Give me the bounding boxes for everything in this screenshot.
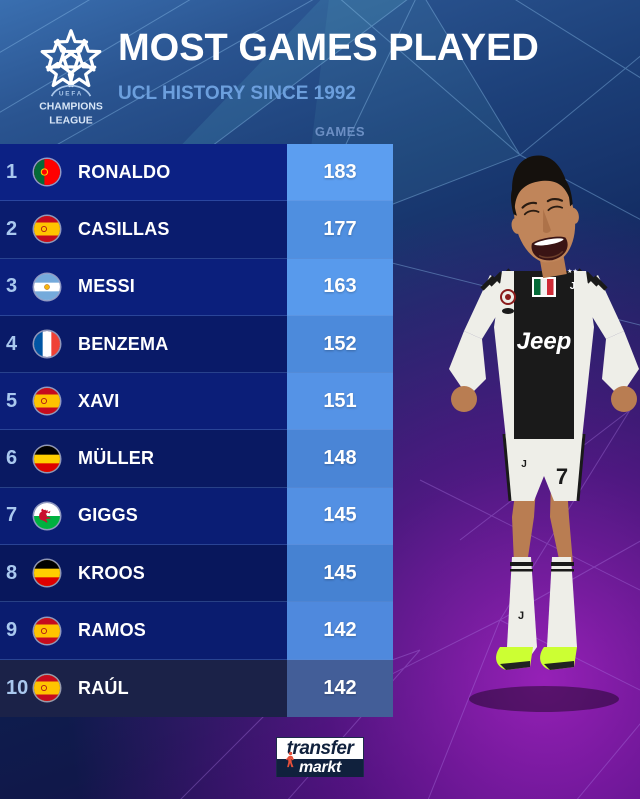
svg-text:7: 7 — [556, 464, 568, 489]
svg-text:LEAGUE: LEAGUE — [49, 115, 92, 126]
svg-text:Jeep: Jeep — [516, 328, 571, 355]
svg-text:J: J — [569, 281, 575, 292]
svg-text:J: J — [518, 610, 524, 622]
svg-text:CHAMPIONS: CHAMPIONS — [39, 101, 103, 112]
svg-text:★★: ★★ — [567, 268, 578, 275]
svg-text:UEFA: UEFA — [58, 90, 82, 97]
svg-text:J: J — [521, 459, 527, 470]
